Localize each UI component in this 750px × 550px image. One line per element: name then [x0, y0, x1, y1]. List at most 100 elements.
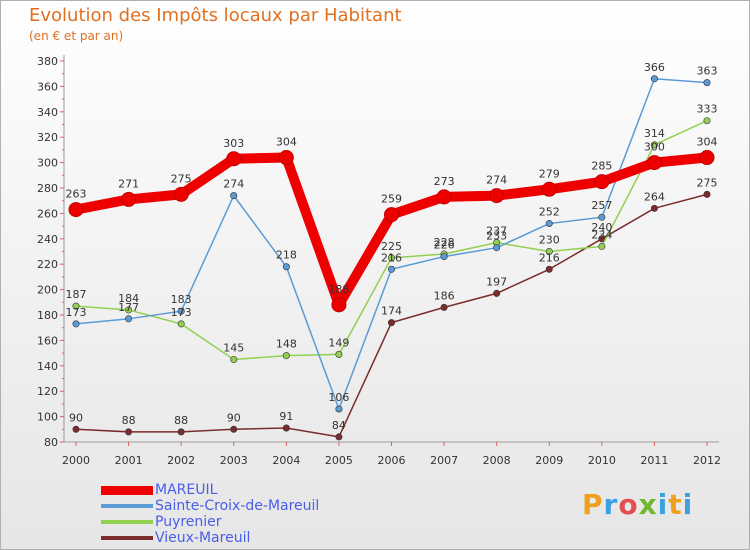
chart-axes: 80 100 120 140 160 180 200 220 240 260 280 300 320 34…	[37, 55, 721, 467]
data-label: 259	[381, 193, 402, 206]
x-tick-label: 2004	[272, 454, 300, 467]
data-point	[177, 428, 185, 436]
data-label: 257	[591, 199, 612, 212]
data-point	[703, 117, 711, 125]
data-point	[387, 319, 395, 327]
data-label: 183	[171, 293, 192, 306]
data-point	[387, 254, 395, 262]
data-point	[230, 425, 238, 433]
data-label: 106	[328, 391, 349, 404]
x-tick-label: 2003	[220, 454, 248, 467]
data-point	[125, 315, 133, 323]
data-label: 300	[644, 141, 665, 154]
data-point	[598, 242, 606, 250]
data-point	[650, 204, 658, 212]
data-label: 363	[697, 65, 718, 78]
y-tick-label: 260	[37, 207, 58, 220]
data-point	[440, 253, 448, 261]
data-point	[282, 424, 290, 432]
proxiti-logo: Proxiti	[582, 488, 694, 521]
line-chart: 80 100 120 140 160 180 200 220 240 260 280 300 320 34…	[37, 55, 721, 467]
data-label: 225	[381, 240, 402, 253]
data-label: 264	[644, 190, 665, 203]
data-label: 275	[171, 172, 192, 185]
x-tick-label: 2007	[430, 454, 458, 467]
data-point	[230, 192, 238, 200]
legend-label: Sainte-Croix-de-Mareuil	[155, 498, 320, 514]
x-tick-label: 2006	[378, 454, 406, 467]
y-tick-label: 120	[37, 385, 58, 398]
data-point	[703, 190, 711, 198]
legend-item-vieux-mareuil: Vieux-Mareuil	[101, 530, 319, 546]
data-point	[489, 188, 505, 204]
data-label: 304	[697, 136, 718, 149]
y-tick-label: 80	[44, 436, 58, 449]
data-label: 173	[171, 306, 192, 319]
y-tick-label: 200	[37, 284, 58, 297]
data-label: 237	[486, 225, 507, 238]
data-label: 197	[486, 275, 507, 288]
data-label: 240	[591, 221, 612, 234]
data-label: 279	[539, 167, 560, 180]
data-point	[387, 265, 395, 273]
data-point	[650, 141, 658, 149]
legend-label: Puyrenier	[155, 514, 222, 530]
data-point	[177, 320, 185, 328]
legend: MAREUIL Sainte-Croix-de-Mareuil Puyrenie…	[101, 482, 319, 546]
data-point	[545, 265, 553, 273]
y-tick-label: 220	[37, 258, 58, 271]
data-label: 314	[644, 127, 665, 140]
data-label: 366	[644, 61, 665, 74]
chart-title: Evolution des Impôts locaux par Habitant	[29, 5, 402, 26]
data-label: 304	[276, 136, 297, 149]
data-label: 186	[434, 289, 455, 302]
y-tick-label: 320	[37, 131, 58, 144]
data-label: 285	[591, 160, 612, 173]
data-point	[121, 191, 137, 207]
data-point	[493, 289, 501, 297]
legend-item-puyrenier: Puyrenier	[101, 514, 319, 530]
y-tick-label: 140	[37, 360, 58, 373]
data-label: 230	[539, 234, 560, 247]
data-label: 177	[118, 301, 139, 314]
data-label: 187	[66, 288, 87, 301]
y-tick-label: 380	[37, 55, 58, 68]
data-label: 184	[118, 292, 139, 305]
data-point	[594, 174, 610, 190]
data-point	[331, 297, 347, 313]
data-point	[282, 352, 290, 360]
data-point	[125, 306, 133, 314]
y-tick-label: 160	[37, 334, 58, 347]
series-layer	[68, 75, 715, 441]
data-point	[493, 244, 501, 252]
data-label: 218	[276, 249, 297, 262]
data-label: 271	[118, 177, 139, 190]
data-label: 90	[69, 411, 83, 424]
y-tick-label: 360	[37, 80, 58, 93]
data-label: 84	[332, 419, 346, 432]
data-point	[650, 75, 658, 83]
data-point	[125, 428, 133, 436]
legend-swatch	[101, 504, 153, 508]
x-tick-label: 2012	[693, 454, 721, 467]
data-label: 273	[434, 175, 455, 188]
data-label: 228	[434, 236, 455, 249]
data-label: 149	[328, 336, 349, 349]
x-tick-label: 2009	[535, 454, 563, 467]
data-label: 88	[174, 414, 188, 427]
y-tick-label: 280	[37, 182, 58, 195]
data-point	[72, 302, 80, 310]
chart-subtitle: (en € et par an)	[29, 29, 124, 43]
data-label: 216	[539, 251, 560, 264]
data-label: 274	[223, 178, 244, 191]
y-tick-label: 340	[37, 106, 58, 119]
data-point	[699, 150, 715, 166]
data-point	[72, 320, 80, 328]
legend-swatch	[101, 520, 153, 524]
data-point	[282, 263, 290, 271]
data-point	[173, 186, 189, 202]
data-point	[436, 189, 452, 205]
data-label: 88	[122, 414, 136, 427]
data-point	[598, 213, 606, 221]
